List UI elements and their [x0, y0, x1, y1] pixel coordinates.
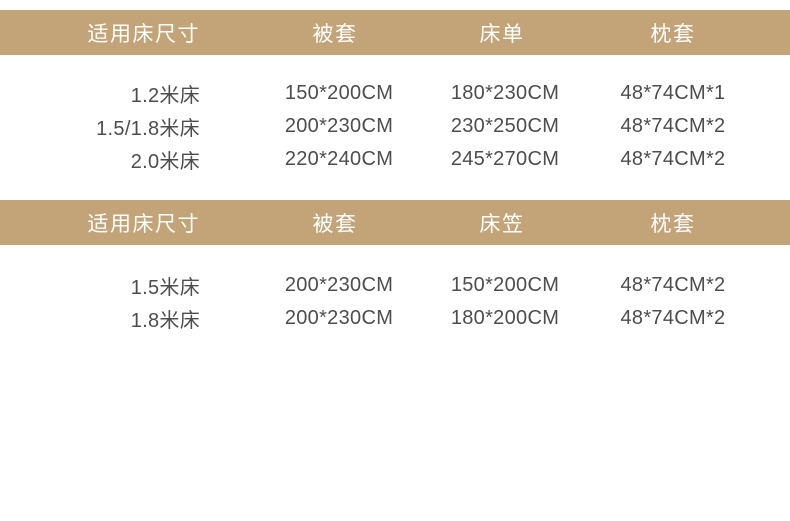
cell-pillowcase: 48*74CM*2: [620, 115, 726, 137]
table-1-body-spacer: [0, 55, 790, 77]
cell-pillowcase: 48*74CM*2: [620, 274, 726, 296]
cell-duvet: 220*240CM: [284, 148, 394, 170]
bed-sheet-set-size-table: 适用床尺寸 被套 床单 枕套: [0, 10, 790, 55]
size-spec-sheet: 适用床尺寸 被套 床单 枕套 1.2米床 150*200CM 180*230CM…: [0, 0, 790, 335]
cell-duvet: 150*200CM: [284, 82, 394, 104]
cell-fitted-sheet: 180*200CM: [450, 307, 560, 329]
fitted-sheet-set-size-table: 适用床尺寸 被套 床笠 枕套: [0, 200, 790, 245]
cell-pillowcase: 48*74CM*1: [620, 82, 726, 104]
cell-pillowcase: 48*74CM*2: [620, 307, 726, 329]
table-2-header-duvet: 被套: [312, 212, 358, 236]
table-2-header-bed-size: 适用床尺寸: [87, 212, 200, 236]
cell-bed-size: 2.0米床: [130, 151, 200, 173]
cell-bed-size: 1.5米床: [130, 277, 200, 299]
cell-fitted-sheet: 150*200CM: [450, 274, 560, 296]
table-1-header-row: 适用床尺寸 被套 床单 枕套: [0, 10, 790, 55]
table-2-header-pillowcase: 枕套: [650, 212, 696, 236]
table-row: 1.5/1.8米床 200*230CM 230*250CM 48*74CM*2: [0, 110, 790, 143]
cell-bed-size: 1.8米床: [130, 310, 200, 332]
top-spacer: [0, 0, 790, 10]
cell-flat-sheet: 230*250CM: [450, 115, 560, 137]
table-row: 1.5米床 200*230CM 150*200CM 48*74CM*2: [0, 269, 790, 302]
between-tables-spacer: [0, 176, 790, 200]
table-2-body-spacer: [0, 245, 790, 269]
table-2-body: 1.5米床 200*230CM 150*200CM 48*74CM*2 1.8米…: [0, 269, 790, 335]
cell-duvet: 200*230CM: [284, 274, 394, 296]
table-1-header-duvet: 被套: [312, 22, 358, 46]
cell-flat-sheet: 180*230CM: [450, 82, 560, 104]
table-row: 1.2米床 150*200CM 180*230CM 48*74CM*1: [0, 77, 790, 110]
table-1-header-pillowcase: 枕套: [650, 22, 696, 46]
cell-pillowcase: 48*74CM*2: [620, 148, 726, 170]
bottom-whitespace: [0, 335, 790, 521]
table-2-header-row: 适用床尺寸 被套 床笠 枕套: [0, 200, 790, 245]
table-row: 1.8米床 200*230CM 180*200CM 48*74CM*2: [0, 302, 790, 335]
table-2-header-fitted-sheet: 床笠: [479, 212, 525, 236]
table-1-header-bed-size: 适用床尺寸: [87, 22, 200, 46]
cell-duvet: 200*230CM: [284, 307, 394, 329]
table-row: 2.0米床 220*240CM 245*270CM 48*74CM*2: [0, 143, 790, 176]
table-1-body: 1.2米床 150*200CM 180*230CM 48*74CM*1 1.5/…: [0, 77, 790, 176]
cell-duvet: 200*230CM: [284, 115, 394, 137]
cell-bed-size: 1.5/1.8米床: [96, 118, 200, 140]
cell-bed-size: 1.2米床: [130, 85, 200, 107]
cell-flat-sheet: 245*270CM: [450, 148, 560, 170]
table-1-header-flat-sheet: 床单: [479, 22, 525, 46]
